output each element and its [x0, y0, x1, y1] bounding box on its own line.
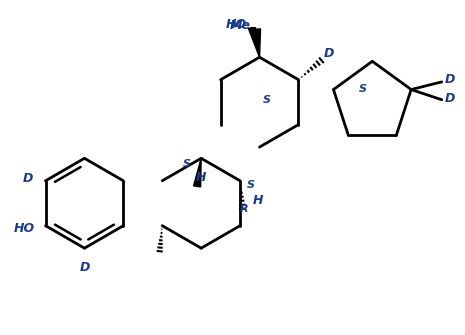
Polygon shape — [248, 27, 259, 57]
Text: S: S — [247, 180, 255, 190]
Text: S: S — [359, 84, 367, 94]
Text: D: D — [79, 261, 90, 274]
Text: S: S — [263, 94, 271, 105]
Text: D: D — [444, 73, 455, 86]
Polygon shape — [193, 158, 201, 187]
Text: D: D — [22, 172, 33, 185]
Text: S: S — [183, 159, 191, 170]
Text: R: R — [240, 204, 248, 214]
Polygon shape — [253, 29, 260, 57]
Text: HO: HO — [226, 17, 247, 30]
Text: Me: Me — [230, 19, 251, 32]
Text: D: D — [444, 92, 455, 105]
Text: H: H — [252, 194, 263, 207]
Text: D: D — [324, 47, 334, 60]
Text: H: H — [196, 171, 206, 184]
Text: HO: HO — [13, 222, 35, 235]
